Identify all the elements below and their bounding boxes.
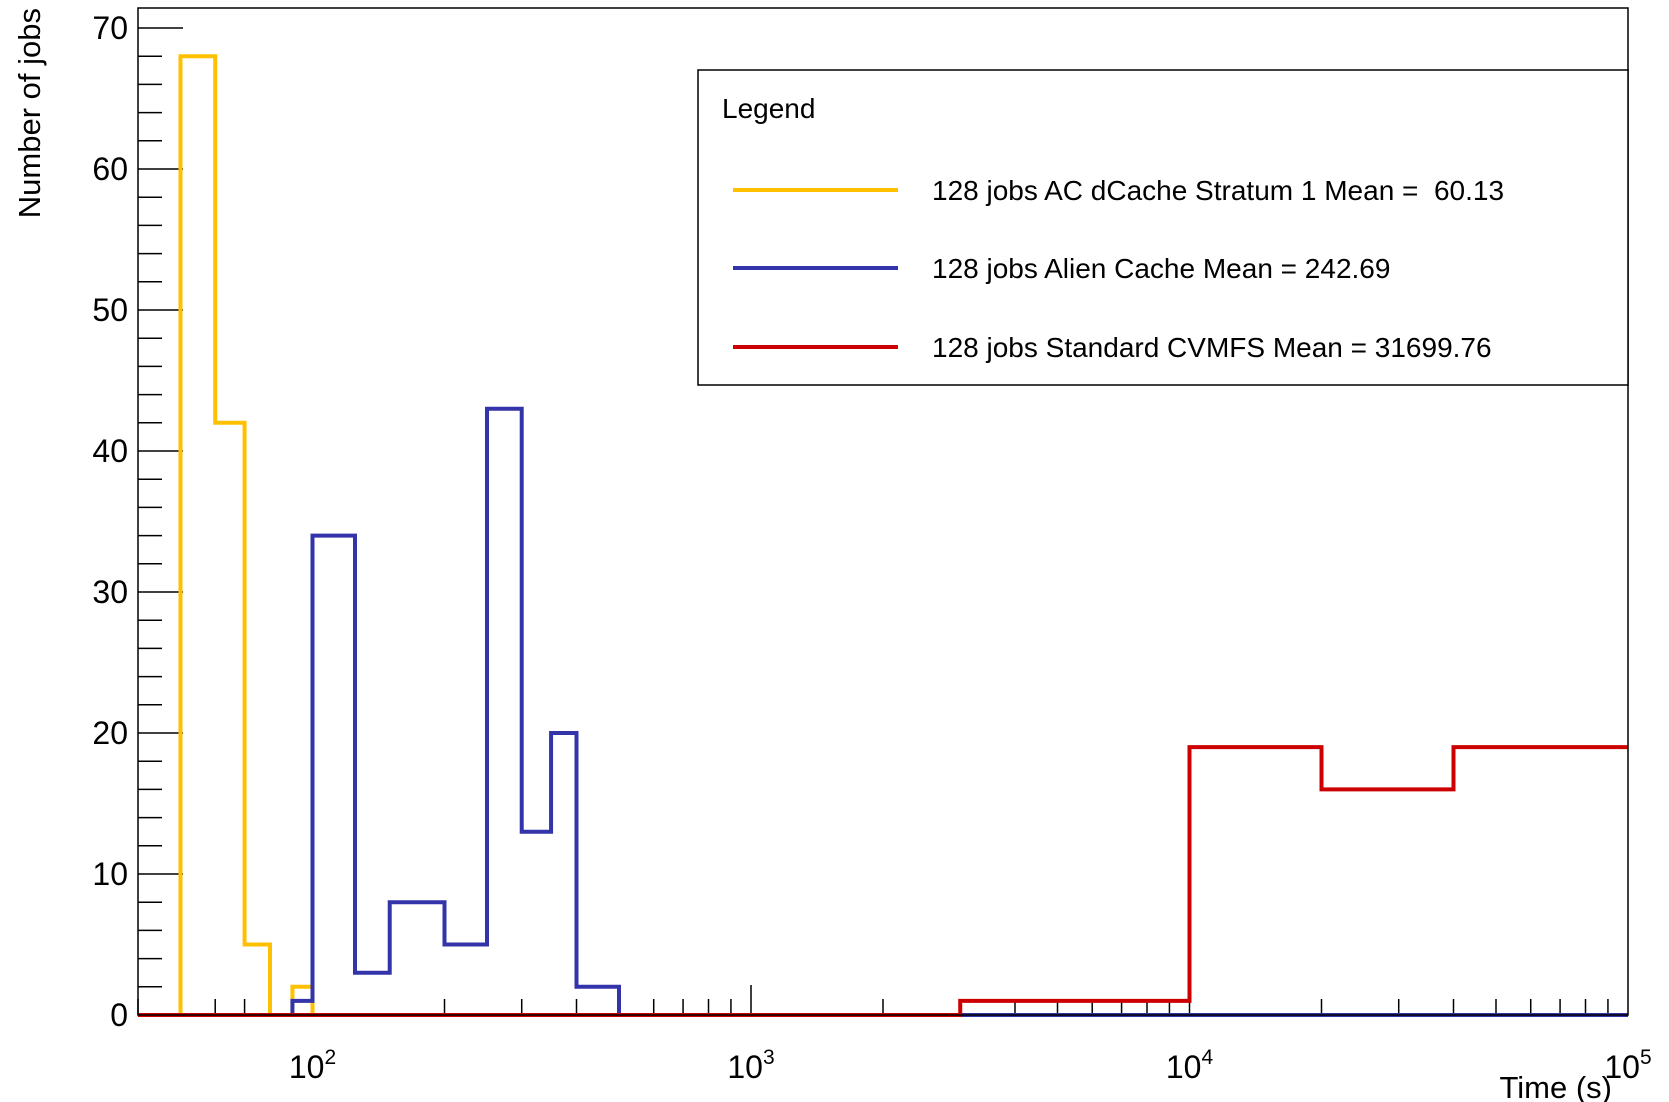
y-tick-label: 50 bbox=[92, 292, 128, 328]
legend-title: Legend bbox=[722, 93, 815, 124]
y-tick-label: 60 bbox=[92, 151, 128, 187]
series-line-1 bbox=[138, 406, 1628, 1017]
legend-label-1: 128 jobs Alien Cache Mean = 242.69 bbox=[932, 253, 1390, 284]
y-tick-label: 30 bbox=[92, 574, 128, 610]
x-tick-label: 102 bbox=[289, 1046, 336, 1085]
x-tick-labels: 102 103 104 105 bbox=[289, 1046, 1652, 1085]
x-tick-label: 104 bbox=[1166, 1046, 1214, 1085]
y-tick-labels: 0 10 20 30 40 50 60 70 bbox=[92, 10, 128, 1033]
y-axis-label: Number of jobs bbox=[12, 8, 47, 218]
legend-box bbox=[697, 69, 1629, 386]
plot-frame bbox=[137, 7, 1629, 1016]
legend-label-2: 128 jobs Standard CVMFS Mean = 31699.76 bbox=[932, 332, 1492, 363]
y-tick-label: 0 bbox=[110, 997, 128, 1033]
x-tick-label: 103 bbox=[727, 1046, 774, 1085]
y-tick-label: 70 bbox=[92, 10, 128, 46]
legend-entries: 128 jobs AC dCache Stratum 1 Mean = 60.1… bbox=[733, 175, 1504, 363]
series-line-0 bbox=[138, 54, 1628, 1017]
legend-label-0: 128 jobs AC dCache Stratum 1 Mean = 60.1… bbox=[932, 175, 1504, 206]
x-axis-label: Time (s) bbox=[1500, 1070, 1613, 1102]
y-tick-label: 10 bbox=[92, 856, 128, 892]
series-line-2 bbox=[138, 745, 1628, 1017]
y-tick-label: 40 bbox=[92, 433, 128, 469]
legend: Legend 128 jobs AC dCache Stratum 1 Mean… bbox=[697, 69, 1629, 386]
series-layer bbox=[138, 54, 1628, 1017]
y-tick-label: 20 bbox=[92, 715, 128, 751]
x-tick-label: 105 bbox=[1604, 1046, 1651, 1085]
